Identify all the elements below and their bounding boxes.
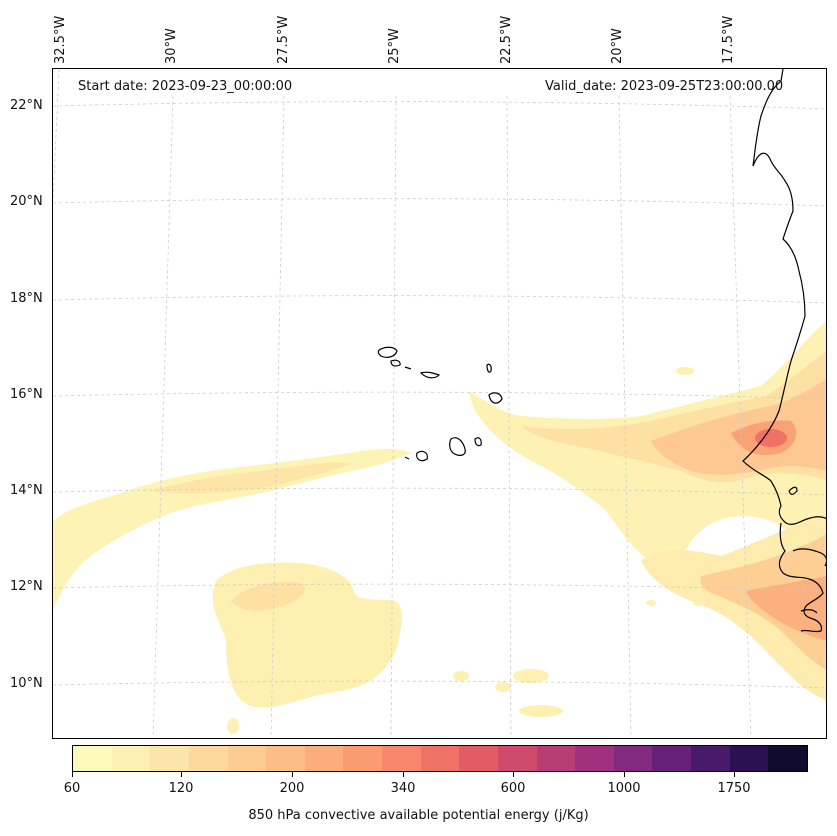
- latitude-label-22n: 22°N: [10, 98, 43, 113]
- parallel-20n: [53, 198, 826, 207]
- cape-speck-5: [227, 718, 239, 734]
- valid-date-label: Valid_date: 2023-09-25T23:00:00.00: [545, 79, 784, 94]
- parallel-10n: [53, 680, 826, 689]
- colorbar-segment-5: [266, 746, 305, 771]
- meridian-25w: [390, 95, 397, 738]
- longitude-label-32-5w: 32.5°W: [53, 15, 68, 64]
- island-maio: [474, 437, 482, 447]
- colorbar-title: 850 hPa convective available potential e…: [248, 808, 589, 823]
- cape-speck-7: [646, 600, 656, 606]
- colorbar-label-60: 60: [63, 781, 81, 796]
- colorbar-label-1000: 1000: [607, 781, 641, 796]
- latitude-label-16n: 16°N: [10, 387, 43, 402]
- colorbar-label-340: 340: [390, 781, 416, 796]
- latitude-label-14n: 14°N: [10, 483, 43, 498]
- colorbar-segment-4: [227, 746, 267, 771]
- island-sao-vicente: [390, 359, 401, 367]
- island-brava: [404, 456, 410, 460]
- island-fogo: [416, 450, 428, 462]
- colorbar-tick-1000: [624, 772, 625, 777]
- colorbar-segment-15: [652, 746, 691, 771]
- meridian-22-5w: [506, 95, 512, 738]
- colorbar-segment-6: [304, 746, 344, 771]
- meridian-17-5w: [729, 95, 752, 738]
- africa-coast-north: [742, 69, 826, 525]
- colorbar-segment-8: [382, 746, 421, 771]
- cape-band-west: [53, 448, 411, 611]
- colorbar-segment-10: [459, 746, 498, 771]
- colorbar-label-600: 600: [500, 781, 526, 796]
- colorbar-tick-120: [181, 772, 182, 777]
- longitude-label-22-5w: 22.5°W: [499, 15, 514, 64]
- cape-speck-2: [513, 669, 549, 683]
- longitude-label-25w: 25°W: [387, 28, 402, 64]
- colorbar-segment-14: [613, 746, 653, 771]
- cape-speck-3: [453, 671, 469, 681]
- colorbar-tick-60: [72, 772, 73, 777]
- colorbar-segment-18: [768, 746, 807, 771]
- map-panel: [52, 68, 827, 739]
- longitude-label-27-5w: 27.5°W: [276, 15, 291, 64]
- colorbar-tick-600: [513, 772, 514, 777]
- cape-field: [53, 322, 826, 734]
- colorbar-label-120: 120: [168, 781, 194, 796]
- parallel-12n: [53, 583, 826, 592]
- coast-inlet-2: [792, 548, 826, 567]
- island-sao-nicolau: [419, 371, 441, 379]
- cape-map-svg: [53, 69, 826, 738]
- colorbar-segment-12: [536, 746, 576, 771]
- colorbar-label-200: 200: [279, 781, 305, 796]
- longitude-label-30w: 30°W: [164, 28, 179, 64]
- island-santiago: [449, 437, 466, 456]
- cape-speck-1: [519, 705, 563, 717]
- cape-blob-south-core: [231, 581, 305, 611]
- colorbar: [72, 745, 808, 772]
- island-santa-luzia: [404, 366, 412, 370]
- colorbar-segment-7: [343, 746, 382, 771]
- start-date-label: Start date: 2023-09-23_00:00:00: [78, 79, 293, 94]
- parallel-14n: [53, 487, 826, 496]
- longitude-label-17-5w: 17.5°W: [721, 15, 736, 64]
- coastline: [377, 69, 826, 633]
- island-sal: [486, 363, 492, 373]
- colorbar-segment-3: [188, 746, 228, 771]
- cape-band-west-core: [151, 462, 351, 494]
- africa-coast-south: [778, 522, 824, 633]
- meridian-30w: [152, 95, 174, 738]
- coast-inlet-3: [800, 609, 818, 614]
- colorbar-tick-340: [403, 772, 404, 777]
- latitude-label-18n: 18°N: [10, 291, 43, 306]
- colorbar-segment-9: [420, 746, 460, 771]
- latitude-label-20n: 20°N: [10, 194, 43, 209]
- colorbar-segment-2: [150, 746, 189, 771]
- cape-hotspot: [755, 429, 787, 447]
- coast-inlet-1: [788, 486, 798, 495]
- parallel-18n: [53, 295, 826, 304]
- parallel-16n: [53, 391, 826, 400]
- cape-speck-8: [693, 600, 703, 606]
- colorbar-tick-1750: [734, 772, 735, 777]
- colorbar-segment-13: [575, 746, 614, 771]
- colorbar-segment-1: [111, 746, 151, 771]
- meridian-27-5w: [270, 95, 285, 738]
- cape-field-southeast-warm: [746, 576, 826, 641]
- cape-speck-6: [676, 367, 694, 375]
- colorbar-label-1750: 1750: [717, 781, 751, 796]
- graticule: [53, 69, 826, 738]
- colorbar-segment-17: [729, 746, 769, 771]
- colorbar-segment-11: [497, 746, 537, 771]
- colorbar-segment-16: [691, 746, 730, 771]
- colorbar-segment-0: [73, 746, 112, 771]
- parallel-22n: [53, 101, 826, 110]
- latitude-label-12n: 12°N: [10, 579, 43, 594]
- island-boa-vista: [488, 392, 503, 404]
- longitude-label-20w: 20°W: [610, 28, 625, 64]
- latitude-label-10n: 10°N: [10, 676, 43, 691]
- colorbar-tick-200: [292, 772, 293, 777]
- meridian-32-5w: [53, 69, 60, 202]
- island-santo-antao: [377, 346, 398, 358]
- cape-speck-4: [495, 682, 511, 692]
- meridian-20w: [618, 95, 632, 738]
